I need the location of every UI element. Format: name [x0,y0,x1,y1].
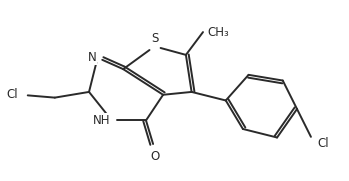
Text: NH: NH [93,114,110,127]
Text: Cl: Cl [6,88,18,101]
Text: CH₃: CH₃ [207,26,229,39]
Text: S: S [151,32,158,45]
Text: N: N [87,51,96,64]
Text: Cl: Cl [317,137,329,150]
Text: O: O [150,150,159,163]
